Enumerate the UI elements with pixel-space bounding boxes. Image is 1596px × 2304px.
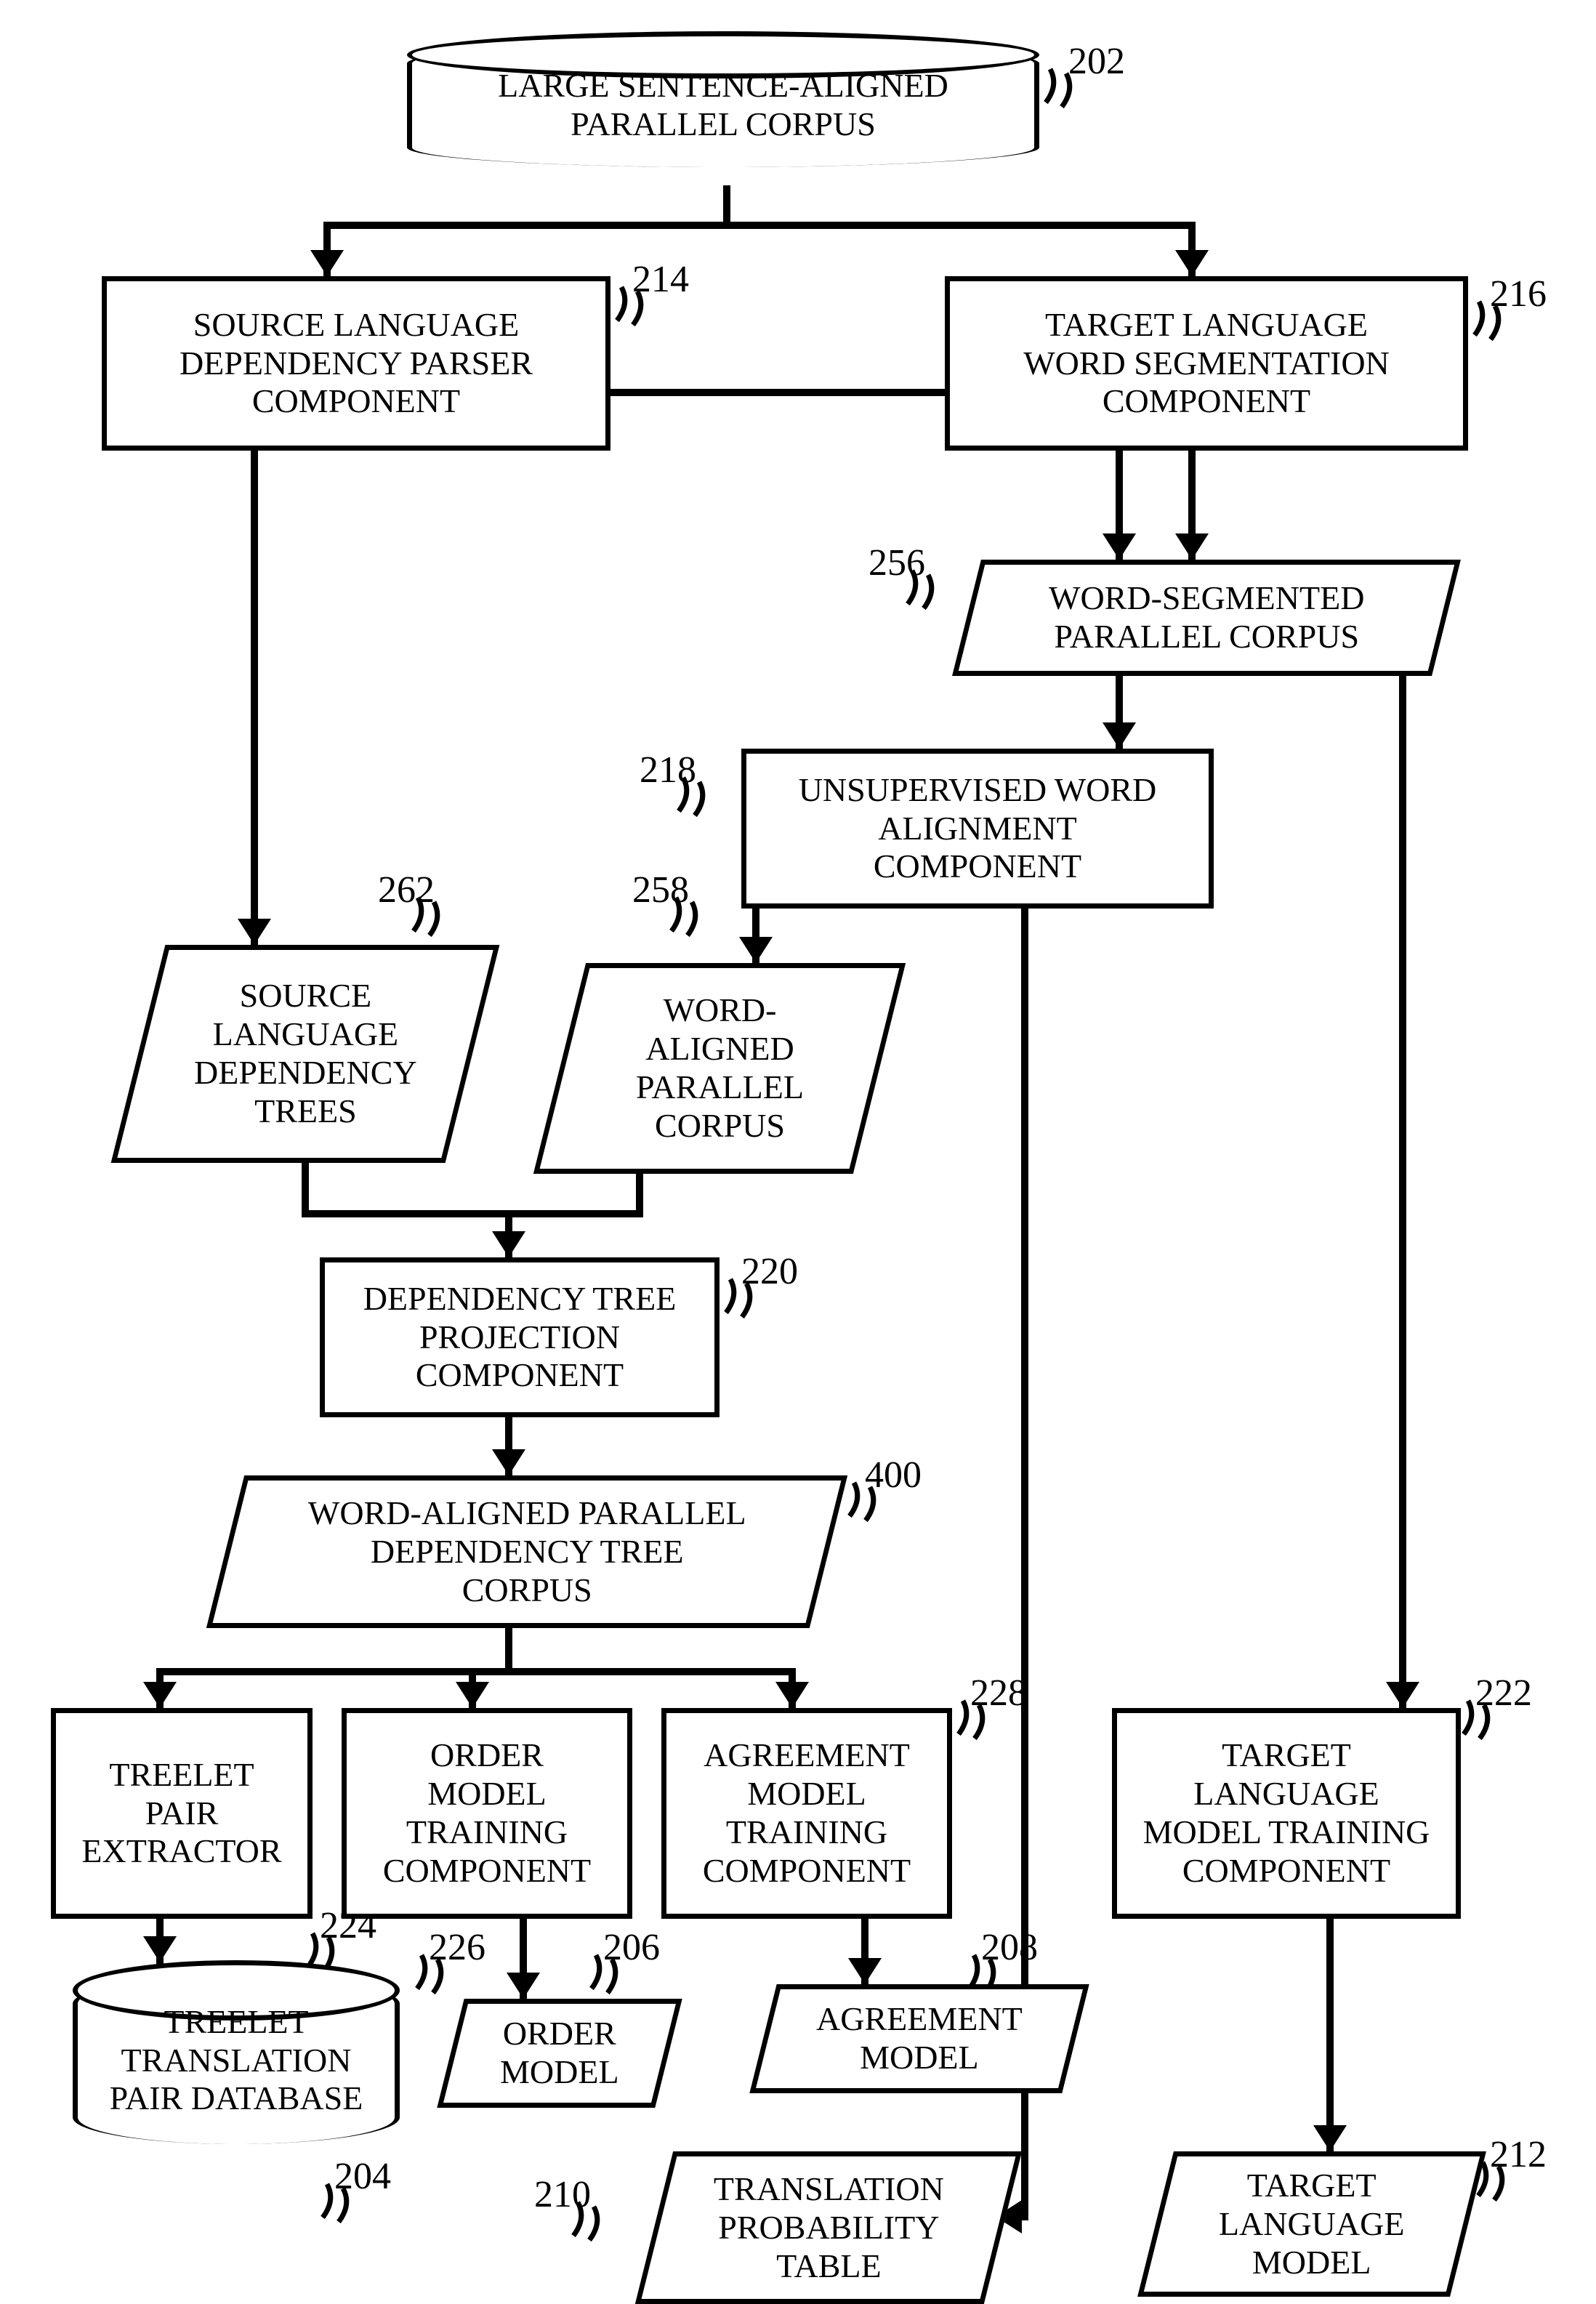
n262-node: SOURCELANGUAGEDEPENDENCYTREES	[111, 945, 500, 1163]
n258-label: WORD-ALIGNEDPARALLELCORPUS	[629, 991, 811, 1145]
n400-node: WORD-ALIGNED PARALLELDEPENDENCY TREECORP…	[206, 1475, 847, 1628]
n224-label: TREELETPAIREXTRACTOR	[81, 1756, 281, 1872]
n210-node: TRANSLATIONPROBABILITYTABLE	[635, 2151, 1022, 2304]
n202-node: LARGE SENTENCE-ALIGNEDPARALLEL CORPUS	[407, 44, 1039, 167]
n220-ref: 220	[741, 1250, 798, 1293]
n218-label: UNSUPERVISED WORDALIGNMENTCOMPONENT	[799, 771, 1157, 887]
n214-node: SOURCE LANGUAGEDEPENDENCY PARSERCOMPONEN…	[102, 276, 610, 451]
n258-ref: 258	[632, 869, 689, 911]
n226-label: ORDERMODELTRAININGCOMPONENT	[383, 1736, 591, 1890]
n400-label: WORD-ALIGNED PARALLELDEPENDENCY TREECORP…	[301, 1494, 754, 1610]
n262-label: SOURCELANGUAGEDEPENDENCYTREES	[187, 977, 424, 1131]
n212-label: TARGETLANGUAGEMODEL	[1212, 2167, 1412, 2282]
n202-ref: 202	[1068, 40, 1125, 83]
n204-node: TREELETTRANSLATIONPAIR DATABASE	[73, 1977, 400, 2144]
n220-node: DEPENDENCY TREEPROJECTIONCOMPONENT	[320, 1257, 720, 1417]
n226-ref: 226	[429, 1926, 485, 1969]
n210-label: TRANSLATIONPROBABILITYTABLE	[706, 2170, 951, 2286]
n228-node: AGREEMENTMODELTRAININGCOMPONENT	[661, 1708, 952, 1919]
n256-ref: 256	[868, 541, 925, 584]
n222-label: TARGETLANGUAGEMODEL TRAININGCOMPONENT	[1143, 1736, 1430, 1890]
n226-node: ORDERMODELTRAININGCOMPONENT	[342, 1708, 632, 1919]
n208-node: AGREEMENTMODEL	[749, 1984, 1089, 2093]
n204-label: TREELETTRANSLATIONPAIR DATABASE	[110, 2003, 363, 2119]
n216-ref: 216	[1490, 273, 1547, 315]
n400-ref: 400	[865, 1454, 922, 1497]
n214-label: SOURCE LANGUAGEDEPENDENCY PARSERCOMPONEN…	[180, 306, 533, 422]
n212-node: TARGETLANGUAGEMODEL	[1137, 2151, 1486, 2297]
n214-ref: 214	[632, 258, 689, 301]
n212-ref: 212	[1490, 2133, 1547, 2176]
n208-ref: 208	[981, 1926, 1038, 1969]
n258-node: WORD-ALIGNEDPARALLELCORPUS	[533, 963, 906, 1174]
n220-label: DEPENDENCY TREEPROJECTIONCOMPONENT	[363, 1280, 677, 1395]
n202-label: LARGE SENTENCE-ALIGNEDPARALLEL CORPUS	[498, 67, 948, 144]
n218-ref: 218	[640, 749, 696, 792]
n228-ref: 228	[970, 1672, 1027, 1715]
n228-label: AGREEMENTMODELTRAININGCOMPONENT	[703, 1736, 911, 1890]
n218-node: UNSUPERVISED WORDALIGNMENTCOMPONENT	[741, 749, 1214, 909]
n224-node: TREELETPAIREXTRACTOR	[51, 1708, 313, 1919]
n206-ref: 206	[603, 1926, 660, 1969]
n222-ref: 222	[1475, 1672, 1532, 1715]
n204-ref: 204	[334, 2155, 391, 2198]
n216-node: TARGET LANGUAGEWORD SEGMENTATIONCOMPONEN…	[945, 276, 1468, 451]
n208-label: AGREEMENTMODEL	[809, 2000, 1030, 2077]
n262-ref: 262	[378, 869, 435, 911]
n256-label: WORD-SEGMENTEDPARALLEL CORPUS	[1041, 579, 1371, 656]
n256-node: WORD-SEGMENTEDPARALLEL CORPUS	[952, 560, 1461, 676]
n216-label: TARGET LANGUAGEWORD SEGMENTATIONCOMPONEN…	[1023, 306, 1390, 422]
n222-node: TARGETLANGUAGEMODEL TRAININGCOMPONENT	[1112, 1708, 1461, 1919]
n206-node: ORDERMODEL	[437, 1999, 682, 2108]
n206-label: ORDERMODEL	[493, 2015, 626, 2092]
n210-ref: 210	[534, 2173, 591, 2216]
